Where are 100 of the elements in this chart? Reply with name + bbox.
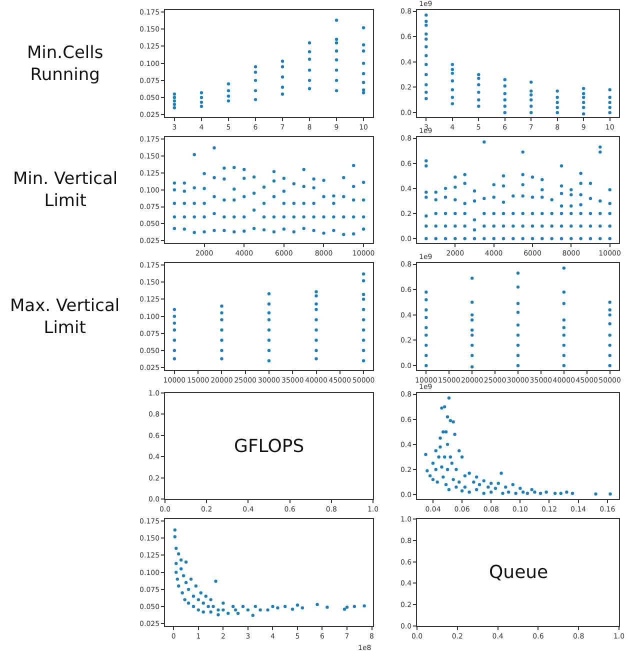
point: [582, 96, 586, 99]
point: [308, 58, 312, 61]
point: [184, 580, 188, 584]
point: [189, 578, 193, 581]
point: [608, 110, 612, 114]
point: [172, 99, 176, 103]
point: [314, 318, 318, 322]
point: [362, 292, 366, 296]
point: [424, 298, 428, 302]
point: [220, 311, 224, 315]
point: [608, 300, 612, 304]
point: [562, 334, 566, 337]
point: [503, 92, 506, 96]
point: [503, 98, 506, 102]
point: [582, 106, 586, 110]
point: [477, 83, 480, 86]
point: [196, 608, 200, 612]
point: [334, 38, 338, 41]
point: [424, 32, 428, 36]
point: [556, 100, 559, 104]
point: [424, 316, 428, 320]
point: [174, 570, 178, 574]
point: [362, 328, 366, 332]
point: [199, 591, 202, 594]
point: [556, 106, 559, 110]
point: [424, 290, 428, 294]
point: [582, 92, 586, 96]
point: [172, 348, 176, 352]
point: [516, 334, 520, 337]
point: [362, 272, 366, 276]
point: [424, 24, 428, 27]
text: Min.Cells Running: [27, 43, 104, 86]
point: [220, 328, 224, 332]
point: [246, 608, 250, 612]
point: [254, 78, 258, 82]
point: [267, 338, 271, 342]
point: [562, 354, 566, 358]
point: [608, 322, 612, 326]
point: [516, 310, 520, 314]
point: [234, 608, 238, 612]
point: [280, 60, 284, 63]
point: [424, 54, 428, 58]
point: [202, 602, 205, 605]
point: [177, 584, 180, 588]
point: [194, 584, 198, 588]
point: [582, 100, 586, 104]
point: [424, 90, 428, 94]
point: [296, 604, 300, 607]
point: [556, 89, 559, 93]
point: [477, 76, 480, 80]
point: [308, 41, 312, 44]
point: [200, 96, 204, 100]
point: [362, 49, 366, 53]
point: [362, 279, 366, 282]
point: [334, 41, 338, 44]
point: [608, 308, 612, 312]
point: [334, 18, 338, 22]
point: [308, 78, 312, 82]
point: [180, 591, 184, 594]
point: [267, 328, 271, 332]
point: [450, 96, 454, 99]
point: [226, 82, 230, 86]
point: [184, 560, 188, 564]
point: [562, 290, 566, 294]
point: [172, 92, 176, 96]
point: [424, 334, 428, 337]
point: [220, 318, 224, 322]
point: [470, 334, 474, 337]
point: [192, 604, 196, 608]
point: [450, 72, 454, 75]
point: [582, 112, 586, 116]
point: [556, 96, 559, 99]
point: [424, 72, 428, 76]
point: [362, 43, 366, 46]
point: [300, 606, 304, 610]
point: [424, 364, 428, 368]
point: [326, 606, 329, 609]
point: [334, 58, 338, 62]
point: [530, 110, 533, 114]
point: [174, 562, 178, 566]
point: [470, 300, 474, 304]
point: [290, 608, 294, 611]
point: [477, 104, 480, 108]
point: [267, 302, 271, 306]
point: [176, 578, 179, 581]
point: [424, 354, 428, 358]
point: [450, 68, 454, 72]
point: [172, 338, 176, 342]
point: [582, 86, 586, 90]
point: [284, 604, 287, 608]
point: [362, 26, 366, 30]
point: [470, 354, 474, 358]
point: [186, 588, 190, 592]
point: [516, 302, 520, 306]
point: [280, 86, 284, 89]
point: [608, 106, 612, 110]
point: [362, 318, 366, 322]
point: [334, 78, 338, 82]
point: [192, 594, 196, 598]
annotation: Queue: [489, 562, 548, 583]
